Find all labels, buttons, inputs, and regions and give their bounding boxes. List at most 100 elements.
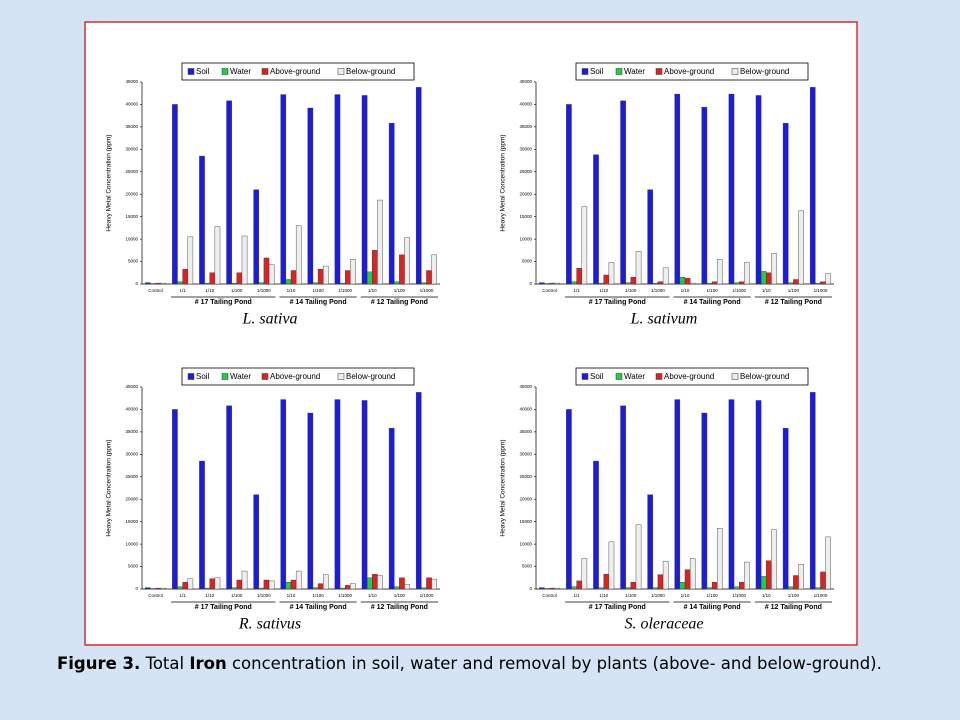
legend-swatch bbox=[655, 68, 663, 75]
x-tick-label: 1/100 bbox=[706, 288, 718, 293]
bar bbox=[744, 262, 750, 285]
bar bbox=[253, 189, 259, 285]
bar bbox=[689, 282, 696, 285]
y-tick-label: 15000 bbox=[519, 214, 532, 219]
panel bbox=[84, 21, 858, 646]
bar bbox=[766, 272, 772, 285]
bar bbox=[711, 281, 718, 285]
bar bbox=[652, 282, 659, 285]
x-tick-label: 1/1000 bbox=[814, 288, 828, 293]
legend-swatch bbox=[261, 68, 269, 75]
bar bbox=[652, 587, 659, 590]
bar bbox=[350, 259, 356, 285]
legend-label: Above-ground bbox=[664, 67, 714, 76]
bar bbox=[571, 281, 577, 285]
bar bbox=[415, 392, 422, 590]
bar bbox=[760, 576, 767, 590]
bar bbox=[706, 587, 713, 590]
legend-swatch bbox=[337, 373, 345, 380]
bar bbox=[554, 282, 561, 285]
bar bbox=[608, 262, 615, 285]
legend-swatch bbox=[731, 373, 739, 380]
legend bbox=[575, 367, 809, 386]
bar bbox=[317, 268, 324, 285]
bar bbox=[635, 524, 642, 590]
legend-label: Above-ground bbox=[270, 67, 320, 76]
bar bbox=[431, 578, 437, 590]
subtitle: R. sativus bbox=[238, 616, 301, 633]
bar bbox=[738, 582, 745, 590]
bar bbox=[388, 123, 395, 285]
y-tick-label: 20000 bbox=[125, 191, 138, 196]
bar bbox=[404, 584, 410, 590]
bar bbox=[339, 587, 346, 590]
bar bbox=[566, 409, 572, 590]
bar bbox=[603, 274, 610, 285]
y-tick-label: 15000 bbox=[125, 519, 138, 524]
bar bbox=[344, 270, 351, 285]
y-tick-label: 35000 bbox=[125, 429, 138, 434]
group-label: # 12 Tailing Pond bbox=[765, 299, 822, 306]
x-tick-label: 1/1 bbox=[180, 288, 187, 293]
bar bbox=[598, 282, 604, 285]
bar bbox=[361, 400, 368, 590]
bar bbox=[647, 494, 653, 590]
bar bbox=[674, 93, 681, 285]
bar bbox=[295, 570, 302, 590]
bar bbox=[307, 412, 314, 590]
bar bbox=[236, 579, 243, 590]
bar bbox=[177, 281, 183, 285]
legend-label: Above-ground bbox=[270, 372, 320, 381]
y-tick-label: 15000 bbox=[125, 214, 138, 219]
y-tick-label: 40000 bbox=[519, 407, 532, 412]
bar bbox=[679, 277, 686, 285]
y-tick-label: 10000 bbox=[519, 541, 532, 546]
bar bbox=[426, 577, 432, 590]
y-tick-label: 10000 bbox=[125, 236, 138, 241]
bar bbox=[204, 282, 210, 285]
bar bbox=[539, 587, 545, 590]
x-tick-label: 1/100 bbox=[231, 288, 243, 293]
bar bbox=[372, 250, 378, 285]
bar bbox=[317, 583, 324, 590]
bar bbox=[285, 279, 292, 285]
bar bbox=[263, 579, 270, 590]
y-tick-label: 25000 bbox=[125, 169, 138, 174]
bar bbox=[684, 569, 691, 590]
bar bbox=[820, 281, 826, 285]
group-label: # 14 Tailing Pond bbox=[684, 604, 741, 611]
legend-swatch bbox=[731, 68, 739, 75]
bar bbox=[717, 259, 723, 285]
bar bbox=[377, 575, 383, 590]
y-axis-label: Heavy Metal Concentration (ppm) bbox=[500, 134, 507, 231]
legend-swatch bbox=[187, 373, 195, 380]
bar bbox=[598, 587, 604, 590]
group-label: # 17 Tailing Pond bbox=[195, 604, 252, 611]
bar bbox=[323, 574, 329, 590]
bar bbox=[323, 265, 329, 285]
bar bbox=[209, 578, 216, 590]
bar bbox=[394, 586, 400, 590]
caption-text: Total bbox=[145, 654, 185, 673]
x-tick-label: 1/10 bbox=[205, 593, 214, 598]
y-tick-label: 5000 bbox=[522, 259, 533, 264]
y-tick-label: 0 bbox=[529, 281, 532, 286]
y-tick-label: 30000 bbox=[519, 452, 532, 457]
y-tick-label: 40000 bbox=[125, 407, 138, 412]
bar bbox=[307, 107, 314, 285]
x-tick-label: 1/10 bbox=[205, 288, 214, 293]
y-tick-label: 5000 bbox=[128, 564, 139, 569]
x-tick-label: 1/1 bbox=[574, 593, 581, 598]
x-tick-label: 1/100 bbox=[625, 288, 637, 293]
bar bbox=[366, 577, 373, 590]
bar bbox=[566, 104, 572, 285]
y-tick-label: 45000 bbox=[519, 79, 532, 84]
bar bbox=[339, 282, 346, 285]
bar bbox=[625, 282, 632, 285]
x-tick-label: 1/1 bbox=[180, 593, 187, 598]
x-tick-label: 1/1000 bbox=[814, 593, 828, 598]
bar bbox=[431, 254, 437, 285]
caption-text: concentration in soil, water and removal… bbox=[231, 654, 882, 673]
bar bbox=[155, 587, 161, 590]
bar bbox=[809, 392, 816, 590]
